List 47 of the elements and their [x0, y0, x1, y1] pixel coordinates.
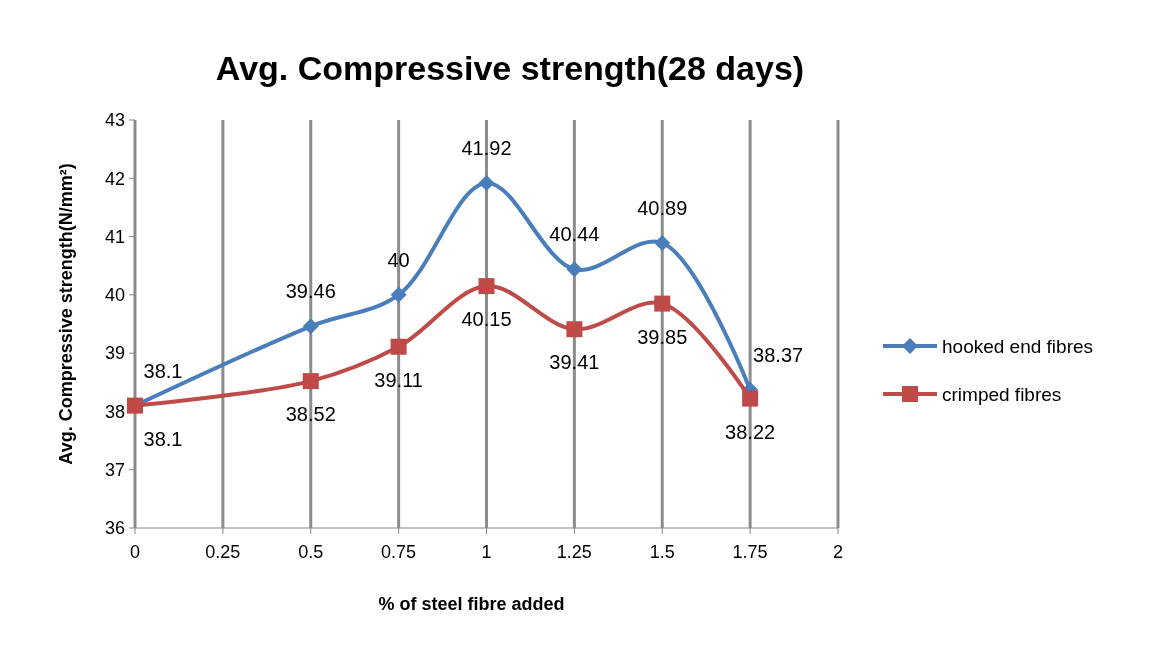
y-tick-label: 40 [104, 285, 125, 306]
y-tick-label: 39 [104, 343, 125, 364]
chart-title: Avg. Compressive strength(28 days) [215, 49, 805, 87]
point [654, 234, 671, 251]
data-label: 39.85 [637, 325, 688, 348]
point [302, 373, 319, 390]
point [390, 338, 407, 355]
x-tick-label: 1.75 [732, 542, 768, 562]
x-tick-label: 0.25 [205, 542, 241, 562]
point [302, 318, 319, 335]
point [478, 278, 495, 295]
y-axis-title: Avg. Compressive strength(N/mm²) [56, 163, 76, 465]
point [566, 261, 583, 278]
x-tick-label: 1.25 [556, 542, 592, 562]
data-label: 40 [387, 248, 410, 271]
y-tick-label: 41 [104, 226, 125, 247]
point [654, 295, 671, 312]
data-label: 39.41 [549, 351, 600, 374]
data-label: 40.15 [461, 308, 512, 331]
data-label: 39.11 [374, 368, 423, 391]
x-tick-label: 0 [129, 542, 141, 562]
point [390, 286, 407, 303]
point [566, 321, 583, 338]
y-tick-label: 37 [104, 460, 125, 481]
data-label: 40.89 [637, 196, 688, 219]
x-tick-label: 0.75 [381, 542, 417, 562]
y-tick-label: 36 [104, 518, 125, 539]
data-label: 38.1 [143, 359, 183, 382]
x-tick-label: 1.5 [649, 542, 675, 562]
data-label: 38.1 [143, 427, 183, 450]
x-tick-label: 0.5 [298, 542, 324, 562]
y-tick-label: 38 [104, 401, 125, 422]
point [742, 390, 759, 407]
legend-label: hooked end fibres [942, 335, 1094, 357]
x-tick-label: 2 [832, 542, 844, 562]
data-label: 39.46 [285, 280, 336, 303]
data-label: 41.92 [461, 136, 512, 159]
data-label: 38.37 [753, 343, 804, 366]
x-tick-label: 1 [481, 542, 492, 562]
data-label: 40.44 [549, 223, 600, 246]
data-label: 38.52 [285, 403, 336, 426]
point [478, 174, 495, 191]
y-tick-label: 43 [104, 110, 125, 131]
legend-label: crimped fibres [942, 383, 1062, 405]
data-label: 38.22 [725, 420, 776, 443]
y-tick-label: 42 [104, 168, 125, 189]
x-axis-title: % of steel fibre added [378, 594, 565, 614]
